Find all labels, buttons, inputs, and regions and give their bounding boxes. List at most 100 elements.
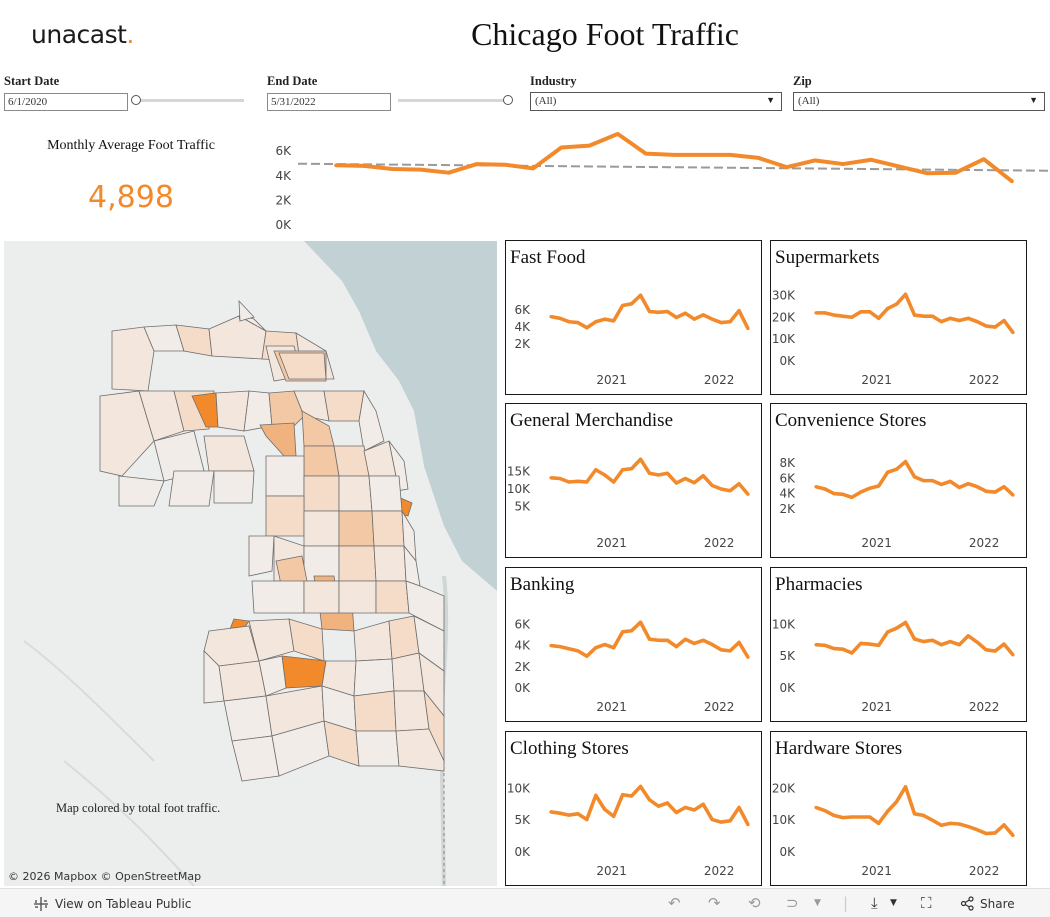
zip-region[interactable] xyxy=(213,470,255,504)
zip-region[interactable] xyxy=(375,580,410,614)
zip-region[interactable] xyxy=(371,510,405,547)
zip-region[interactable] xyxy=(338,545,377,582)
download-icon[interactable]: ⤓ xyxy=(871,894,878,912)
zip-region[interactable] xyxy=(223,695,273,742)
data-point xyxy=(894,467,899,471)
x-tick-label: 2022 xyxy=(969,864,1000,878)
zip-region[interactable] xyxy=(303,445,340,477)
zip-region[interactable] xyxy=(259,422,297,457)
industry-series-line xyxy=(815,784,1015,837)
chevron-down-icon[interactable]: ▼ xyxy=(814,898,821,908)
zip-region[interactable] xyxy=(353,620,393,662)
data-point xyxy=(859,310,863,314)
refresh-icon[interactable]: ⊃ xyxy=(786,894,799,912)
undo-icon[interactable]: ↶ xyxy=(668,894,681,912)
zip-region[interactable] xyxy=(168,470,215,507)
zip-region[interactable] xyxy=(395,728,445,772)
panel-clothing-stores[interactable]: Clothing Stores 10K 5K 0K 2021 2022 xyxy=(505,731,762,886)
zip-region[interactable] xyxy=(281,655,327,689)
data-point xyxy=(647,798,652,802)
start-date-input[interactable] xyxy=(4,93,128,111)
zip-region[interactable] xyxy=(303,475,340,512)
zip-region[interactable] xyxy=(278,352,327,380)
chevron-down-icon[interactable]: ▼ xyxy=(890,898,897,908)
zip-region[interactable] xyxy=(338,580,377,614)
zip-region[interactable] xyxy=(338,510,375,547)
zip-region[interactable] xyxy=(231,735,280,782)
zip-region[interactable] xyxy=(338,475,373,512)
start-date-slider-handle[interactable] xyxy=(131,95,141,105)
panel-pharmacies[interactable]: Pharmacies 10K 5K 0K 2021 2022 xyxy=(770,567,1027,722)
tableau-icon xyxy=(34,897,48,911)
zip-region[interactable] xyxy=(323,390,365,422)
zip-region[interactable] xyxy=(111,326,155,392)
zip-region[interactable] xyxy=(251,580,305,614)
data-point xyxy=(647,471,652,475)
panel-supermarkets[interactable]: Supermarkets 30K 20K 10K 0K 2021 2022 xyxy=(770,240,1027,395)
data-point xyxy=(700,153,704,157)
data-point xyxy=(894,800,899,804)
fullscreen-icon[interactable]: ⛶ xyxy=(921,894,932,912)
zip-region[interactable] xyxy=(215,390,250,432)
zip-region[interactable] xyxy=(353,658,395,697)
zip-region[interactable] xyxy=(118,475,165,507)
data-point xyxy=(638,457,643,461)
panel-fast-food[interactable]: Fast Food 6K 4K 2K 2021 2022 xyxy=(505,240,762,395)
overall-foot-traffic-chart[interactable]: 6K 4K 2K 0K xyxy=(262,131,1050,237)
x-tick-label: 2022 xyxy=(704,373,735,387)
revert-icon[interactable]: ⟲ xyxy=(748,894,761,912)
start-date-slider-track[interactable] xyxy=(136,99,244,102)
zip-region[interactable] xyxy=(303,580,340,614)
zip-region[interactable] xyxy=(99,390,155,477)
redo-icon[interactable]: ↷ xyxy=(708,894,721,912)
zip-choropleth-map[interactable]: Map colored by total foot traffic. © 202… xyxy=(4,241,497,886)
data-point xyxy=(869,157,873,162)
end-date-slider-track[interactable] xyxy=(398,99,506,102)
zip-region[interactable] xyxy=(203,435,255,472)
zip-select[interactable]: (All) ▼ xyxy=(793,92,1045,111)
zip-region[interactable] xyxy=(388,440,409,492)
panel-hardware-stores[interactable]: Hardware Stores 20K 10K 0K 2021 2022 xyxy=(770,731,1027,886)
zip-region[interactable] xyxy=(373,545,407,582)
zip-region[interactable] xyxy=(268,390,305,427)
data-point xyxy=(674,315,678,320)
y-tick-label: 0K xyxy=(779,845,796,859)
zip-region[interactable] xyxy=(265,455,305,497)
panel-banking[interactable]: Banking 6K 4K 2K 0K 2021 2022 xyxy=(505,567,762,722)
industry-select[interactable]: (All) ▼ xyxy=(530,92,782,111)
end-date-slider-handle[interactable] xyxy=(503,95,513,105)
data-point xyxy=(647,637,652,641)
data-point xyxy=(921,314,926,318)
zip-region[interactable] xyxy=(238,299,255,322)
overall-series-line xyxy=(335,131,1014,183)
data-point xyxy=(665,638,670,642)
zip-region[interactable] xyxy=(333,445,370,477)
zip-region[interactable] xyxy=(303,510,340,547)
panel-convenience-stores[interactable]: Convenience Stores 8K 6K 4K 2K 2021 2022 xyxy=(770,403,1027,558)
map-credit[interactable]: © 2026 Mapbox © OpenStreetMap xyxy=(8,870,202,883)
zip-region[interactable] xyxy=(368,475,403,512)
zip-region[interactable] xyxy=(248,535,275,577)
zip-region[interactable] xyxy=(405,580,445,632)
y-tick-label: 30K xyxy=(772,288,796,302)
zip-region[interactable] xyxy=(218,660,267,702)
roads xyxy=(23,640,195,886)
data-point xyxy=(594,793,598,797)
view-on-tableau-link[interactable]: View on Tableau Public xyxy=(33,896,191,912)
zip-region[interactable] xyxy=(358,389,385,452)
zip-region[interactable] xyxy=(258,655,287,697)
panel-general-merchandise[interactable]: General Merchandise 15K 10K 5K 2021 2022 xyxy=(505,403,762,558)
data-point xyxy=(975,320,979,324)
zip-region[interactable] xyxy=(355,730,400,767)
end-date-input[interactable] xyxy=(267,93,391,111)
zip-region[interactable] xyxy=(265,495,305,537)
data-point xyxy=(656,473,661,477)
zip-region[interactable] xyxy=(393,690,430,732)
zip-region[interactable] xyxy=(353,690,397,732)
data-point xyxy=(850,815,854,819)
zip-region[interactable] xyxy=(288,618,325,662)
share-button[interactable]: Share xyxy=(960,896,1015,911)
zip-region[interactable] xyxy=(391,652,425,692)
pharmacies-chart: 10K 5K 0K 2021 2022 xyxy=(772,617,1015,714)
data-point xyxy=(756,156,761,160)
